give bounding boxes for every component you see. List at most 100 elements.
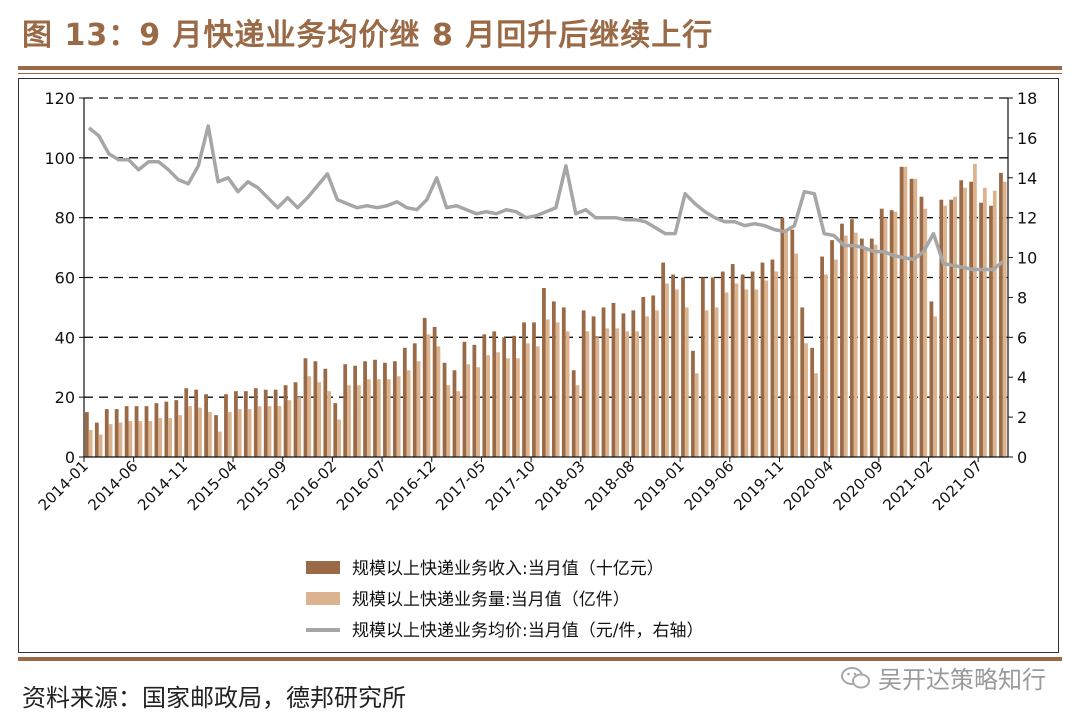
bar-volume: [694, 373, 699, 457]
bar-revenue: [879, 208, 884, 457]
bar-volume: [585, 331, 590, 457]
bar-revenue: [979, 202, 983, 457]
bar-volume: [943, 205, 947, 457]
bar-volume: [823, 274, 828, 457]
bar-revenue: [720, 271, 725, 457]
wechat-icon: [841, 666, 870, 688]
bar-volume: [903, 166, 908, 457]
bar-volume: [396, 376, 401, 457]
x-tick-label: 2014-06: [84, 457, 141, 514]
legend-label-volume: 规模以上快递业务量:当月值（亿件）: [352, 590, 630, 610]
bar-revenue: [840, 223, 844, 457]
bar-volume: [635, 331, 639, 457]
bar-volume: [774, 271, 779, 457]
bar-revenue: [621, 313, 626, 457]
bar-revenue: [204, 394, 208, 457]
x-tick-label: 2019-11: [730, 457, 787, 514]
bar-volume: [843, 235, 848, 457]
bar-volume: [148, 421, 153, 457]
bar-volume: [535, 346, 540, 457]
bar-volume: [456, 391, 461, 457]
bar-revenue: [810, 347, 815, 457]
bar-revenue: [373, 359, 377, 457]
bar-revenue: [830, 240, 834, 457]
bar-volume: [744, 289, 749, 457]
bar-volume: [893, 211, 898, 457]
bar-volume: [913, 178, 918, 457]
bar-volume: [982, 187, 987, 457]
bar-revenue: [383, 362, 387, 457]
bar-volume: [317, 382, 322, 457]
bar-revenue: [959, 180, 964, 458]
bar-volume: [605, 328, 610, 457]
top-rule-thin: [18, 73, 1062, 74]
bar-revenue: [452, 370, 457, 457]
x-tick-label: 2014-01: [35, 457, 92, 514]
bar-revenue: [532, 322, 536, 457]
bar-volume: [347, 385, 351, 457]
bar-volume: [426, 334, 431, 457]
x-tick-label: 2020-09: [830, 457, 887, 514]
bar-volume: [98, 434, 103, 457]
bar-volume: [804, 343, 808, 457]
bar-volume: [88, 430, 93, 457]
bar-series: [84, 163, 1007, 458]
bar-volume: [963, 187, 967, 457]
legend-swatch-volume: [306, 592, 340, 605]
y-right-tick-label: 6: [1017, 328, 1027, 347]
y-right-tick-label: 0: [1017, 448, 1027, 467]
x-tick-label: 2015-04: [184, 457, 241, 514]
y-right-tick-label: 4: [1017, 368, 1027, 387]
bar-revenue: [303, 358, 308, 457]
bar-revenue: [542, 287, 546, 457]
x-tick-label: 2018-03: [532, 457, 589, 514]
bar-volume: [754, 289, 759, 457]
bar-revenue: [631, 310, 636, 457]
x-tick-label: 2014-11: [134, 457, 191, 514]
bar-revenue: [859, 238, 864, 457]
bar-revenue: [363, 361, 367, 457]
bar-volume: [863, 247, 868, 457]
x-tick-label: 2017-05: [432, 457, 489, 514]
legend: 规模以上快递业务收入:当月值（十亿元） 规模以上快递业务量:当月值（亿件） 规模以上…: [306, 559, 703, 641]
bar-revenue: [661, 262, 666, 457]
bar-revenue: [601, 307, 606, 457]
y-left-tick-label: 20: [55, 388, 75, 407]
bar-revenue: [790, 229, 795, 457]
bar-revenue: [253, 388, 258, 457]
bar-volume: [386, 379, 391, 457]
bar-revenue: [343, 364, 348, 457]
bar-revenue: [492, 331, 497, 457]
bar-volume: [525, 343, 530, 457]
legend-swatch-revenue: [306, 561, 340, 574]
bar-volume: [118, 422, 123, 457]
bar-revenue: [889, 210, 894, 457]
bar-revenue: [512, 335, 516, 457]
bar-volume: [655, 310, 659, 457]
bar-revenue: [581, 310, 586, 457]
bar-revenue: [84, 412, 89, 457]
bar-revenue: [929, 301, 934, 457]
bar-volume: [198, 407, 202, 457]
bar-volume: [784, 229, 789, 457]
bar-volume: [366, 379, 371, 457]
bar-revenue: [641, 296, 646, 457]
bar-revenue: [611, 302, 616, 457]
y-left-tick-label: 40: [55, 328, 75, 347]
bar-volume: [466, 364, 471, 457]
bar-revenue: [770, 259, 775, 457]
y-right-tick-label: 12: [1017, 209, 1037, 228]
bar-volume: [873, 244, 878, 457]
bar-volume: [237, 409, 242, 457]
bar-revenue: [144, 406, 149, 457]
bar-revenue: [969, 181, 974, 457]
bar-volume: [764, 280, 769, 457]
bar-volume: [714, 307, 719, 457]
bar-volume: [992, 190, 997, 457]
x-tick-label: 2020-04: [780, 457, 837, 514]
bar-volume: [178, 415, 182, 457]
bar-revenue: [392, 361, 397, 457]
bar-volume: [277, 406, 282, 457]
bar-volume: [496, 352, 500, 457]
